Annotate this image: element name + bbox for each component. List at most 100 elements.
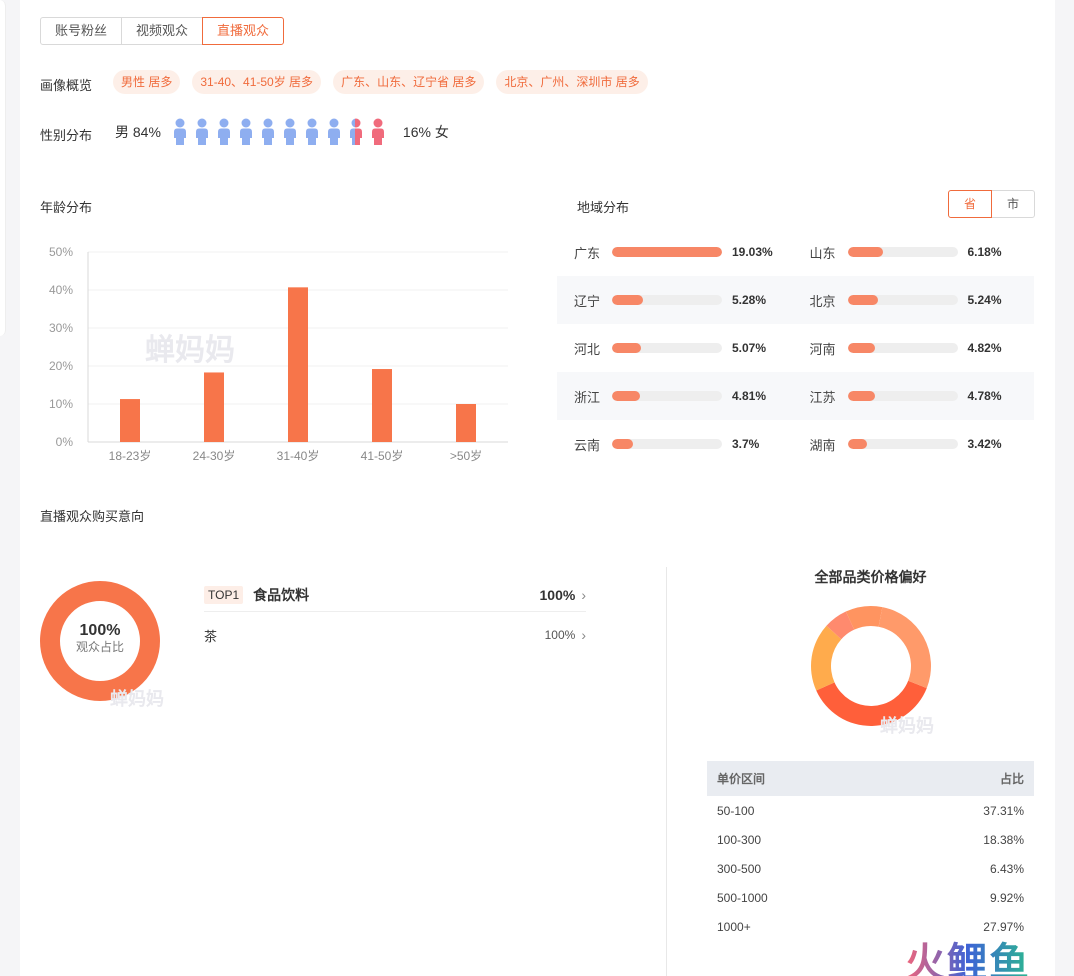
region-bar-fill: [847, 295, 878, 305]
male-share-text: 男 84%: [115, 124, 161, 140]
age-x-tick-label: >50岁: [450, 448, 482, 463]
price-share: 37.31%: [983, 803, 1024, 818]
region-item: 浙江 4.81%: [557, 387, 796, 406]
watermark: 蝉妈妈: [145, 334, 235, 367]
person-icon: [216, 118, 232, 146]
price-donut-slice[interactable]: [845, 606, 883, 630]
region-bar-track: [847, 439, 958, 449]
region-item: 辽宁 5.28%: [557, 291, 796, 310]
intent-section-title: 直播观众购买意向: [40, 509, 145, 524]
price-table-row: 500-1000 9.92%: [707, 883, 1034, 912]
portrait-tag: 31-40、41-50岁 居多: [192, 70, 322, 94]
region-percent: 4.82%: [967, 341, 1002, 355]
region-item: 河北 5.07%: [557, 339, 796, 358]
content-card: [20, 0, 1055, 976]
region-bar-fill: [847, 391, 876, 401]
age-y-tick-label: 30%: [49, 321, 73, 335]
price-range: 1000+: [717, 919, 751, 934]
region-bar-track: [612, 391, 722, 401]
tab-account-fans[interactable]: 账号粉丝: [40, 17, 123, 45]
gender-distribution: 男 84% 16% 女: [115, 118, 449, 146]
region-bar-fill: [847, 439, 868, 449]
region-name: 辽宁: [574, 293, 601, 309]
gender-label: 性别分布: [40, 128, 93, 143]
age-x-tick-label: 24-30岁: [193, 448, 236, 463]
region-row: 河北 5.07% 河南 4.82%: [557, 324, 1034, 372]
region-item: 河南 4.82%: [796, 339, 1035, 358]
region-name: 广东: [574, 245, 601, 261]
age-bar[interactable]: [120, 399, 140, 442]
age-bar[interactable]: [288, 287, 308, 442]
region-name: 河南: [809, 341, 836, 357]
region-bar-fill: [612, 343, 642, 353]
city-toggle-button[interactable]: 市: [991, 190, 1035, 218]
region-item: 北京 5.24%: [796, 291, 1035, 310]
left-panel-edge: [0, 0, 6, 336]
intent-donut-caption: 观众占比: [75, 640, 124, 654]
region-row: 浙江 4.81% 江苏 4.78%: [557, 372, 1034, 420]
region-name: 河北: [574, 341, 601, 357]
audience-tabs: 账号粉丝 视频观众 直播观众: [40, 17, 285, 45]
region-row: 云南 3.7% 湖南 3.42%: [557, 420, 1034, 468]
top-category-name: 食品饮料: [253, 586, 310, 603]
region-list: 广东 19.03% 山东 6.18% 辽宁 5.28% 北京 5.24% 河北 5.07% 河南 4.…: [557, 228, 1034, 468]
person-icon: [326, 118, 342, 146]
intent-donut-chart: [40, 581, 160, 701]
sub-category-name: 茶: [204, 628, 218, 644]
price-section-title: 全部品类价格偏好: [814, 569, 927, 585]
tab-live-audience[interactable]: 直播观众: [202, 17, 285, 45]
region-percent: 4.78%: [967, 389, 1002, 403]
region-bar-track: [612, 343, 722, 353]
chevron-right-icon[interactable]: ›: [581, 627, 586, 643]
region-row: 辽宁 5.28% 北京 5.24%: [557, 276, 1034, 324]
age-bar[interactable]: [204, 372, 224, 442]
price-table: 单价区间 占比 50-100 37.31% 100-300 18.38% 300-500…: [707, 761, 1034, 941]
intent-donut-ring[interactable]: [40, 581, 160, 701]
price-share: 27.97%: [983, 919, 1024, 934]
price-donut-chart: [811, 606, 931, 726]
portrait-tag: 广东、山东、辽宁省 居多: [333, 70, 485, 94]
sub-category-percent: 100%: [544, 628, 576, 642]
age-bar[interactable]: [372, 369, 392, 442]
price-donut-slice[interactable]: [816, 680, 927, 726]
age-section-title: 年龄分布: [40, 200, 93, 215]
age-y-tick-label: 40%: [49, 283, 73, 297]
price-share: 9.92%: [989, 890, 1024, 905]
person-icon: [370, 118, 386, 146]
age-bar[interactable]: [456, 404, 476, 442]
price-donut-slice[interactable]: [826, 611, 855, 640]
sub-category-row[interactable]: 茶 100% ›: [204, 622, 586, 648]
price-table-row: 50-100 37.31%: [707, 796, 1034, 825]
price-range: 300-500: [717, 861, 762, 876]
top-category-row[interactable]: TOP1 食品饮料 100% ›: [204, 578, 586, 612]
price-table-header: 单价区间 占比: [707, 761, 1034, 796]
chevron-right-icon[interactable]: ›: [581, 586, 586, 603]
region-name: 云南: [574, 437, 601, 453]
corner-logo-text: 火鲤鱼: [905, 941, 1031, 976]
region-item: 江苏 4.78%: [796, 387, 1035, 406]
region-row: 广东 19.03% 山东 6.18%: [557, 228, 1034, 276]
region-name: 山东: [809, 245, 836, 261]
region-item: 云南 3.7%: [557, 435, 796, 454]
portrait-label: 画像概览: [40, 78, 93, 93]
tab-video-audience[interactable]: 视频观众: [121, 17, 204, 45]
person-icon: [348, 118, 364, 146]
region-name: 浙江: [574, 389, 601, 405]
region-bar-fill: [612, 247, 722, 257]
region-bar-track: [847, 391, 958, 401]
region-percent: 19.03%: [732, 245, 773, 259]
section-divider: [666, 567, 667, 976]
portrait-tags: 男性 居多 31-40、41-50岁 居多 广东、山东、辽宁省 居多 北京、广州…: [113, 70, 660, 94]
watermark: 蝉妈妈: [110, 689, 164, 709]
region-level-toggle: 省 市: [948, 190, 1035, 218]
region-bar-fill: [612, 439, 634, 449]
age-y-tick-label: 50%: [49, 245, 73, 259]
province-toggle-button[interactable]: 省: [948, 190, 992, 218]
region-percent: 5.07%: [732, 341, 767, 355]
age-y-tick-label: 20%: [49, 359, 73, 373]
person-icon: [282, 118, 298, 146]
price-donut-slice[interactable]: [878, 607, 931, 689]
price-donut-slice[interactable]: [811, 625, 842, 691]
price-share-header: 占比: [999, 772, 1024, 786]
price-share: 18.38%: [983, 832, 1024, 847]
